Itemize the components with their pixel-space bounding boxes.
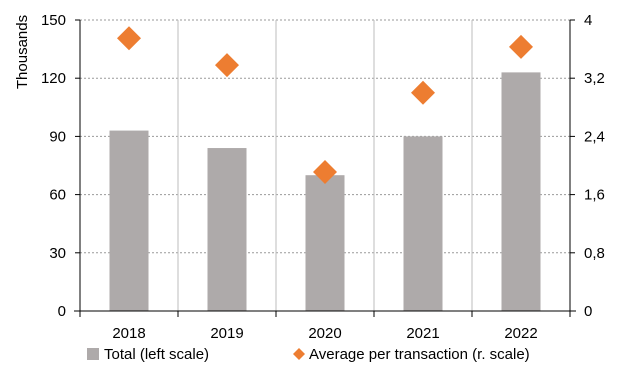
x-tick-label: 2022 [504, 325, 537, 342]
marker-2019 [215, 53, 239, 78]
axes [74, 19, 576, 317]
marker-2021 [411, 80, 435, 105]
bar-2022 [501, 72, 541, 311]
right-axis-ticks: 0 0,8 1,6 2,4 3,2 4 [584, 12, 605, 320]
x-tick-label: 2020 [308, 325, 341, 342]
left-tick-label: 120 [41, 70, 66, 87]
right-tick-label: 2,4 [584, 128, 605, 145]
right-tick-label: 3,2 [584, 70, 605, 87]
left-tick-label: 30 [49, 245, 66, 262]
right-tick-label: 0,8 [584, 245, 605, 262]
x-tick-label: 2021 [406, 325, 439, 342]
right-tick-label: 4 [584, 12, 592, 29]
gridlines [80, 19, 570, 311]
bar-series [109, 72, 541, 311]
left-tick-label: 150 [41, 12, 66, 29]
bar-2020 [305, 175, 345, 311]
left-tick-label: 60 [49, 187, 66, 204]
marker-series [117, 26, 533, 185]
right-tick-label: 1,6 [584, 187, 605, 204]
marker-2022 [509, 34, 533, 59]
bar-2021 [403, 136, 443, 311]
legend-marker-swatch [293, 348, 305, 360]
left-tick-label: 90 [49, 128, 66, 145]
x-axis-ticks: 2018 2019 2020 2021 2022 [112, 325, 537, 342]
right-tick-label: 0 [584, 303, 592, 320]
x-tick-label: 2019 [210, 325, 243, 342]
y-axis-label: Thousands [14, 15, 31, 89]
marker-2020 [313, 160, 337, 185]
legend-marker-label: Average per transaction (r. scale) [309, 346, 530, 363]
bar-2019 [207, 148, 247, 311]
legend-bar-swatch [87, 348, 99, 360]
x-tick-label: 2018 [112, 325, 145, 342]
bar-2018 [109, 130, 149, 311]
legend: Total (left scale) Average per transacti… [87, 346, 530, 363]
marker-2018 [117, 26, 141, 51]
left-axis-ticks: 0 30 60 90 120 150 [41, 12, 66, 320]
left-tick-label: 0 [58, 303, 66, 320]
legend-bar-label: Total (left scale) [104, 346, 209, 363]
